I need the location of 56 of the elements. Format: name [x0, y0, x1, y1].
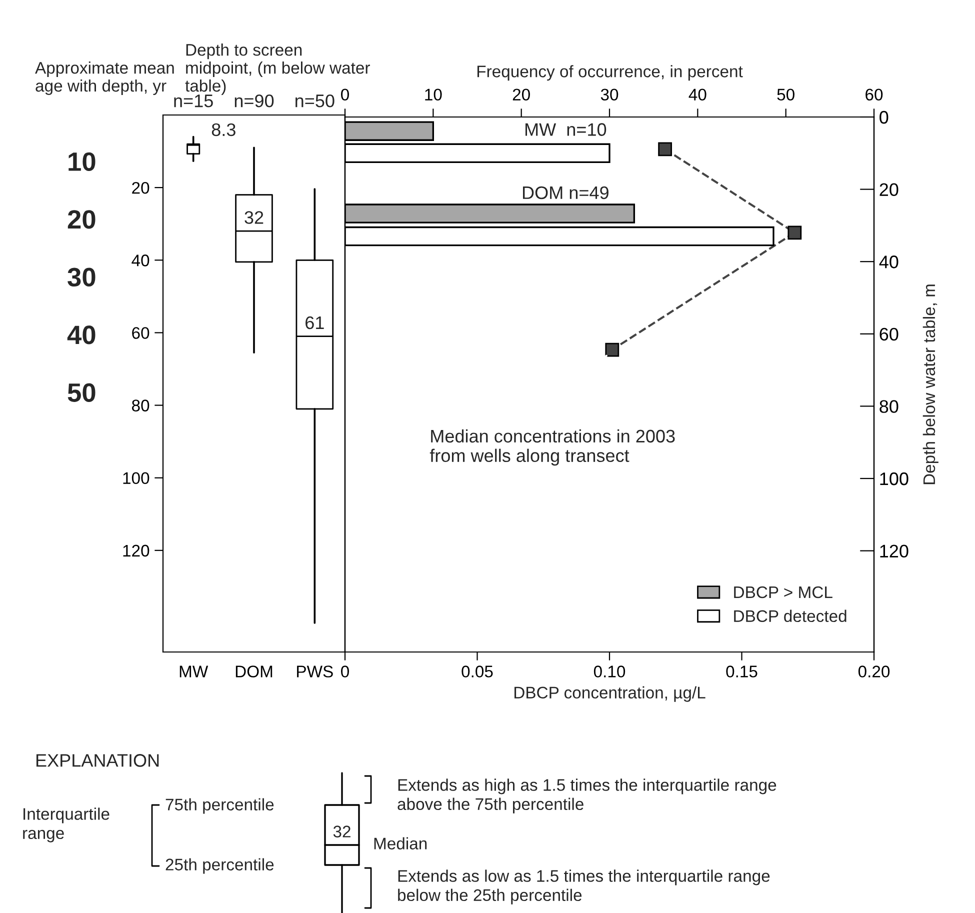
text: 75th percentile — [166, 798, 274, 814]
x2-tick-label: 30 — [600, 88, 618, 101]
x-tick-label: 0 — [341, 666, 349, 678]
y-tick-label: 0 — [880, 110, 888, 124]
text: n=15 — [174, 94, 213, 108]
annotation: DOM n=49 — [522, 186, 608, 200]
x-tick-label: DOM — [236, 666, 272, 678]
x2-axis-title: Frequency of occurrence, in percent — [477, 65, 743, 81]
text: 61 — [306, 316, 324, 330]
y-tick-label: 80 — [132, 400, 150, 412]
text: Extends as high as 1.5 times the interquartile range above the 75th percentile — [398, 778, 776, 814]
x2-tick-label: 60 — [866, 88, 883, 101]
text: n=90 — [234, 94, 274, 108]
x-tick-label: 0.10 — [594, 666, 626, 678]
legend-label: DBCP detected — [734, 610, 846, 622]
annotation: 32 — [244, 211, 264, 224]
y-tick-label: 100 — [880, 472, 908, 486]
y2-tick-label: 20 — [68, 210, 96, 229]
y-tick-label: 40 — [132, 254, 150, 266]
y-axis-title: Depth below water table, m — [922, 284, 938, 484]
x2-tick-label: 40 — [688, 88, 706, 101]
text: Extends as low as 1.5 times the interquartile range below the 25th percentile — [398, 870, 770, 904]
x2-tick-label: 0 — [341, 88, 349, 101]
x2-tick-label: 50 — [777, 88, 794, 101]
x-tick-label: MW — [180, 666, 208, 678]
x-tick-label: 0.15 — [726, 666, 758, 678]
text: 25th percentile — [166, 858, 274, 874]
legend-label: DBCP > MCL — [734, 586, 832, 598]
x2-tick-label: 20 — [512, 88, 530, 101]
y2-tick-label: 30 — [68, 268, 96, 287]
x2-tick-label: 10 — [425, 88, 442, 101]
y-tick-label: 20 — [880, 183, 898, 196]
text: 32 — [333, 826, 350, 838]
y2-tick-label: 50 — [68, 383, 96, 402]
x-tick-label: 0.05 — [462, 666, 493, 678]
text: Median — [374, 837, 427, 850]
text: 8.3 — [212, 123, 236, 136]
y-tick-label: 60 — [880, 328, 898, 341]
y-tick-label: 120 — [880, 544, 908, 558]
y2-axis-title: Approximate mean age with depth, yr — [35, 62, 174, 95]
y-tick-label: 80 — [880, 400, 898, 413]
x-axis-title: DBCP concentration, µg/L — [514, 686, 706, 702]
y-tick-label: 20 — [132, 182, 150, 194]
y2-tick-label: 40 — [67, 326, 96, 344]
y-tick-label: 60 — [132, 327, 150, 339]
y-tick-label: 120 — [123, 544, 150, 557]
text: Interquartile range — [23, 808, 110, 842]
text: EXPLANATION — [36, 754, 159, 767]
text: n=50 — [296, 94, 334, 108]
x-tick-label: 0.20 — [858, 666, 890, 678]
y-tick-label: 100 — [123, 472, 150, 484]
annotation: MW n=10 — [526, 123, 606, 136]
y2-tick-label: 10 — [68, 152, 96, 172]
x-tick-label: PWS — [297, 666, 333, 678]
annotation: Median concentrations in 2003 from wells along transect — [430, 429, 675, 466]
y-tick-label: 40 — [879, 256, 898, 268]
